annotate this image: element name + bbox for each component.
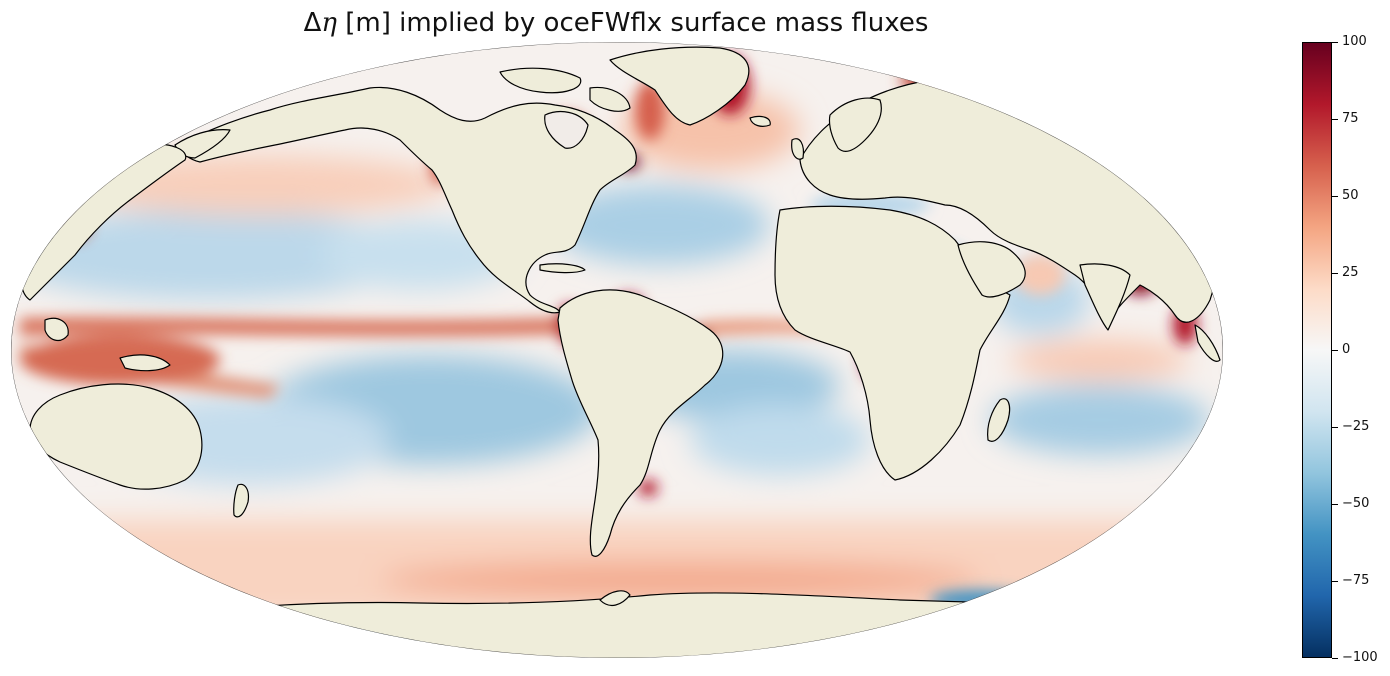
colorbar-tick (1332, 118, 1338, 120)
title-delta: Δ (303, 8, 322, 38)
colorbar-tick (1332, 41, 1338, 43)
hudson-bay (544, 111, 589, 149)
new-zealand (233, 483, 250, 518)
cuba (539, 263, 586, 274)
colorbar-tick-label: −75 (1342, 573, 1370, 588)
colorbar-tick (1332, 657, 1338, 659)
colorbar-tick-label: 100 (1342, 34, 1367, 49)
map-title: Δη [m] implied by oceFWflx surface mass … (0, 8, 1232, 38)
new-guinea (119, 354, 171, 372)
title-eta: η (321, 8, 337, 38)
colorbar-tick (1332, 426, 1338, 428)
colorbar-tick-label: 0 (1342, 342, 1351, 357)
scandinavia (828, 97, 882, 152)
sumatra (1194, 324, 1221, 362)
colorbar-tick-label: 75 (1342, 111, 1359, 126)
south-america (557, 289, 724, 557)
colorbar-tick-label: −25 (1342, 419, 1370, 434)
antarctic-peninsula (599, 590, 631, 607)
colorbar-tick-label: −100 (1342, 650, 1378, 665)
baffin-island (589, 86, 631, 112)
canadian-arctic-islands (499, 67, 582, 94)
colorbar-tick (1332, 580, 1338, 582)
colorbar-tick (1332, 272, 1338, 274)
africa (774, 205, 1011, 481)
colorbar-tick (1332, 195, 1338, 197)
greenland (609, 46, 750, 126)
australia (29, 383, 203, 490)
colorbar-tick (1332, 349, 1338, 351)
india (1079, 263, 1131, 331)
arabian-peninsula (957, 241, 1026, 298)
north-america (174, 86, 637, 314)
world-map (11, 42, 1223, 658)
colorbar-tick-label: −50 (1342, 496, 1370, 511)
colorbar-tick-label: 50 (1342, 188, 1359, 203)
colorbar (1302, 42, 1332, 658)
madagascar (987, 398, 1011, 442)
antarctica (11, 592, 1223, 658)
title-text: [m] implied by oceFWflx surface mass flu… (336, 8, 929, 38)
british-isles (791, 138, 805, 160)
colorbar-tick (1332, 503, 1338, 505)
iceland (749, 115, 771, 127)
borneo (44, 317, 69, 342)
colorbar-tick-label: 25 (1342, 265, 1359, 280)
